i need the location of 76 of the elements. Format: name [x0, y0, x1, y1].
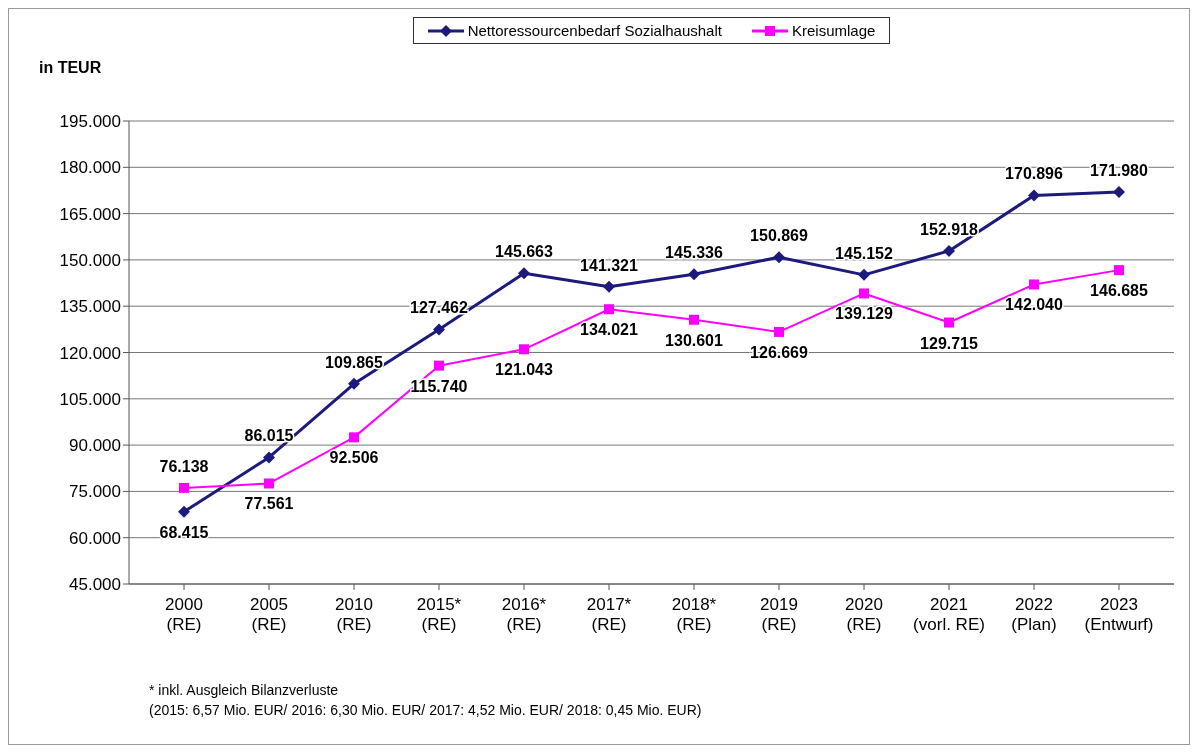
data-label: 145.663: [495, 243, 554, 261]
point: [603, 280, 615, 293]
data-label: 68.415: [159, 523, 209, 541]
point: [263, 451, 275, 464]
point: [688, 268, 700, 281]
point: [944, 317, 954, 328]
y-tick-label: 180.000: [59, 158, 121, 178]
data-label: 139.129: [835, 305, 894, 323]
data-label: 130.601: [665, 331, 724, 349]
point: [943, 244, 955, 257]
point: [774, 326, 784, 337]
point: [518, 267, 530, 280]
data-label: 152.918: [920, 220, 979, 238]
point: [689, 314, 699, 325]
point: [604, 304, 614, 315]
text: * inkl. Ausgleich Bilanzverluste: [149, 681, 340, 700]
x-tick-label: 2023 (Entwurf): [1084, 595, 1154, 634]
data-label: 77.561: [244, 495, 294, 513]
data-label: 121.043: [495, 361, 554, 379]
point: [1029, 279, 1039, 290]
y-tick-label: 120.000: [59, 343, 121, 363]
point: [179, 482, 189, 493]
point: [349, 432, 359, 443]
data-label: 86.015: [244, 427, 294, 445]
data-label: 170.896: [1005, 165, 1064, 183]
data-label: 129.715: [920, 334, 979, 352]
y-tick-label: 150.000: [59, 250, 121, 270]
data-label: 109.865: [325, 353, 384, 371]
data-label: 126.669: [750, 343, 809, 361]
point: [1028, 189, 1040, 202]
data-label: 142.040: [1005, 296, 1064, 314]
legend-label: Nettoressourcenbedarf Sozialhaushalt: [466, 22, 722, 39]
point: [433, 323, 445, 336]
y-tick-label: 90.000: [69, 436, 121, 456]
legend-label: Kreisumlage: [790, 22, 876, 39]
x-tick-label: 2021 (vorl. RE): [913, 595, 985, 634]
x-tick-label: 2005 (RE): [250, 595, 288, 634]
y-axis-title: in TEUR: [39, 59, 102, 77]
data-label: 171.980: [1090, 162, 1149, 180]
y-tick-label: 195.000: [59, 112, 121, 132]
x-tick-label: 2019 (RE): [760, 595, 798, 634]
x-tick-label: 2022 (Plan): [1011, 595, 1057, 634]
text: (2015: 6,57 Mio. EUR/ 2016: 6,30 Mio. EUR/ 2017: 4,52 Mio. EUR/ 2018: 0,45 Mio. EUR): [149, 701, 702, 720]
x-tick-label: 2015* (RE): [416, 595, 462, 634]
x-tick-label: 2000 (RE): [165, 595, 203, 634]
data-label: 146.685: [1090, 282, 1149, 300]
point: [264, 478, 274, 489]
y-tick-label: 75.000: [69, 482, 121, 502]
point: [859, 288, 869, 299]
point: [773, 251, 785, 264]
point: [858, 268, 870, 281]
data-label: 145.336: [665, 244, 724, 262]
data-label: 134.021: [580, 321, 639, 339]
x-tick-label: 2010 (RE): [335, 595, 373, 634]
data-label: 141.321: [580, 256, 639, 274]
y-tick-label: 105.000: [59, 389, 121, 409]
data-label: 76.138: [159, 457, 209, 475]
y-tick-label: 45.000: [69, 575, 121, 595]
x-tick-label: 2020 (RE): [845, 595, 883, 634]
point: [519, 344, 529, 355]
x-tick-label: 2018* (RE): [671, 595, 717, 634]
x-tick-label: 2016* (RE): [501, 595, 547, 634]
data-label: 92.506: [329, 449, 379, 467]
point: [178, 505, 190, 518]
data-label: 150.869: [750, 227, 809, 245]
y-tick-label: 165.000: [59, 204, 121, 224]
data-label: 127.462: [410, 299, 469, 317]
point: [1114, 265, 1124, 276]
data-label: 115.740: [410, 377, 468, 395]
x-tick-label: 2017* (RE): [586, 595, 632, 634]
data-label: 145.152: [835, 244, 894, 262]
point: [348, 377, 360, 390]
y-tick-label: 60.000: [69, 528, 121, 548]
point: [1113, 186, 1125, 199]
point: [434, 360, 444, 371]
y-tick-label: 135.000: [59, 297, 121, 317]
